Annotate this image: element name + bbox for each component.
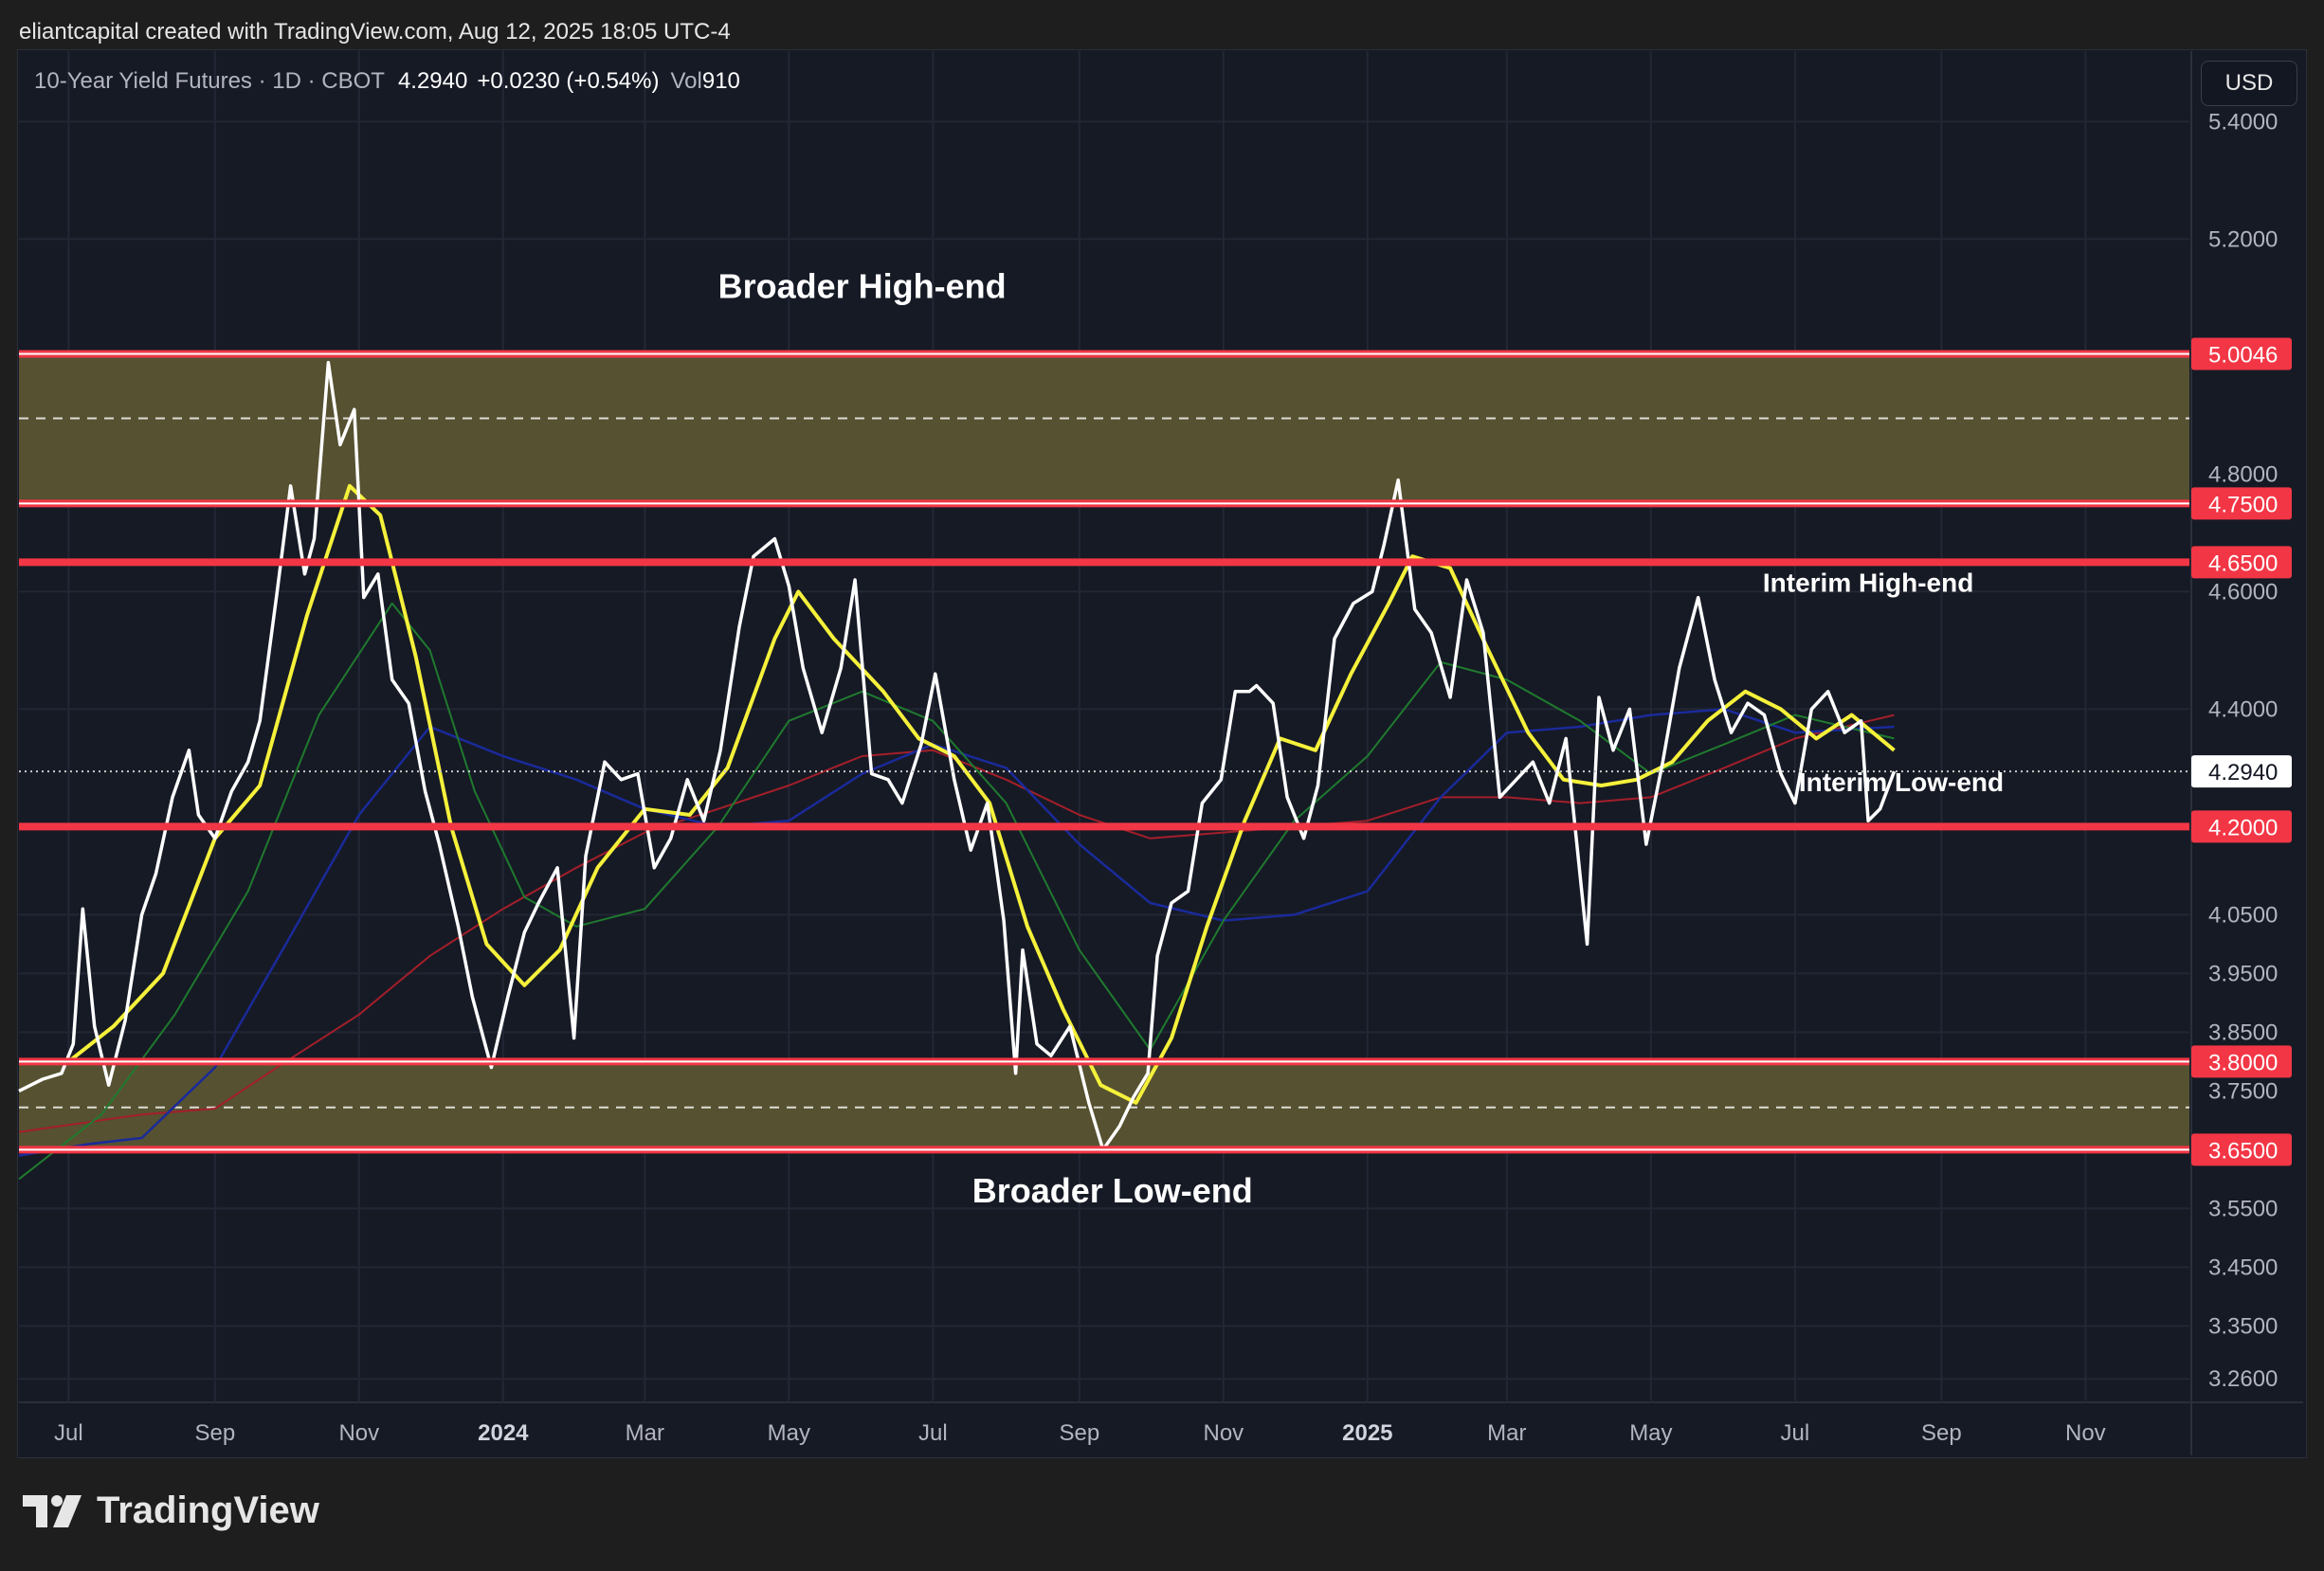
y-tick-label: 3.2600 <box>2208 1366 2278 1392</box>
level-price-tag <box>2191 810 2292 843</box>
x-tick-label: Sep <box>1059 1420 1099 1446</box>
price-axis-background <box>2191 51 2303 1402</box>
annotation-label: Interim High-end <box>1763 568 1973 597</box>
x-tick-label: Jul <box>54 1420 83 1446</box>
x-tick-label: Nov <box>338 1420 379 1446</box>
x-tick-label: Nov <box>2065 1420 2106 1446</box>
time-axis-background <box>19 1402 2303 1455</box>
range-zone <box>19 353 2189 504</box>
annotation-label: Broader Low-end <box>972 1171 1253 1210</box>
x-tick-label: May <box>1629 1420 1672 1446</box>
legend-volume-label: Vol <box>670 68 702 94</box>
x-tick-label: Jul <box>1781 1420 1810 1446</box>
level-price-label: 3.6500 <box>2208 1138 2278 1164</box>
symbol-name[interactable]: 10-Year Yield Futures · 1D · CBOT <box>34 68 385 94</box>
y-tick-label: 3.9500 <box>2208 961 2278 986</box>
x-tick-label: Sep <box>194 1420 235 1446</box>
x-tick-label: May <box>768 1420 810 1446</box>
tradingview-brand[interactable]: TradingView <box>23 1490 319 1532</box>
y-tick-label: 4.6000 <box>2208 579 2278 605</box>
price-line <box>18 360 1897 1152</box>
brand-name: TradingView <box>97 1490 319 1531</box>
level-price-label: 5.0046 <box>2208 343 2278 369</box>
annotation-label: Broader High-end <box>718 266 1007 305</box>
currency-button[interactable]: USD <box>2201 61 2297 106</box>
y-tick-label: 4.4000 <box>2208 696 2278 722</box>
y-tick-label: 3.7500 <box>2208 1078 2278 1104</box>
symbol-legend: 10-Year Yield Futures · 1D · CBOT 4.2940 +… <box>34 68 740 95</box>
price-chart[interactable]: 5.4000 5.2000 4.8000 4.6000 4.4000 4.0500 3.95… <box>0 0 2324 1459</box>
range-zone <box>19 1061 2189 1150</box>
annotation-label: Interim Low-end <box>1799 767 2004 797</box>
level-price-label: 4.6500 <box>2208 551 2278 576</box>
level-price-tag <box>2191 487 2292 520</box>
ma-slowest-line <box>18 713 1895 1133</box>
x-tick-label: Mar <box>626 1420 664 1446</box>
y-tick-label: 4.8000 <box>2208 461 2278 487</box>
x-tick-label: Nov <box>1203 1420 1244 1446</box>
y-tick-label: 3.5500 <box>2208 1196 2278 1221</box>
x-tick-label: Sep <box>1921 1420 1962 1446</box>
y-tick-label: 3.3500 <box>2208 1313 2278 1339</box>
level-price-label: 4.2000 <box>2208 815 2278 840</box>
y-tick-label: 3.8500 <box>2208 1020 2278 1045</box>
level-price-tag <box>2191 1045 2292 1078</box>
x-tick-label: Mar <box>1487 1420 1526 1446</box>
tradingview-logo-icon <box>23 1494 85 1527</box>
level-price-label: 3.8000 <box>2208 1050 2278 1075</box>
ma-medium-line <box>18 602 1895 1181</box>
level-price-label: 4.7500 <box>2208 492 2278 517</box>
legend-change: +0.0230 (+0.54%) <box>477 68 660 94</box>
current-price-tag <box>2191 755 2292 788</box>
level-price-tag <box>2191 546 2292 579</box>
y-tick-label: 3.4500 <box>2208 1255 2278 1280</box>
plot-background <box>19 51 2189 1402</box>
x-tick-label: 2025 <box>1342 1420 1392 1446</box>
chart-caption: eliantcapital created with TradingView.c… <box>19 19 731 45</box>
y-tick-label: 5.4000 <box>2208 109 2278 135</box>
level-price-tag <box>2191 1133 2292 1166</box>
level-price-tag <box>2191 337 2292 370</box>
current-price-label: 4.2940 <box>2208 760 2278 786</box>
x-tick-label: Jul <box>918 1420 948 1446</box>
y-tick-label: 4.0500 <box>2208 902 2278 928</box>
y-tick-label: 5.2000 <box>2208 226 2278 252</box>
legend-price: 4.2940 <box>397 68 468 94</box>
legend-volume-value: 910 <box>701 68 740 94</box>
x-tick-label: 2024 <box>478 1420 529 1446</box>
